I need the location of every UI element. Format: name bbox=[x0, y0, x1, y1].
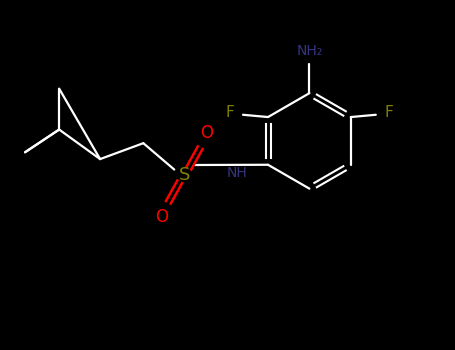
Text: O: O bbox=[201, 124, 213, 142]
Text: O: O bbox=[155, 208, 168, 226]
Text: NH₂: NH₂ bbox=[296, 44, 323, 58]
Text: NH: NH bbox=[226, 166, 247, 180]
Text: F: F bbox=[226, 105, 235, 120]
Text: F: F bbox=[384, 105, 393, 120]
Text: S: S bbox=[178, 166, 190, 184]
